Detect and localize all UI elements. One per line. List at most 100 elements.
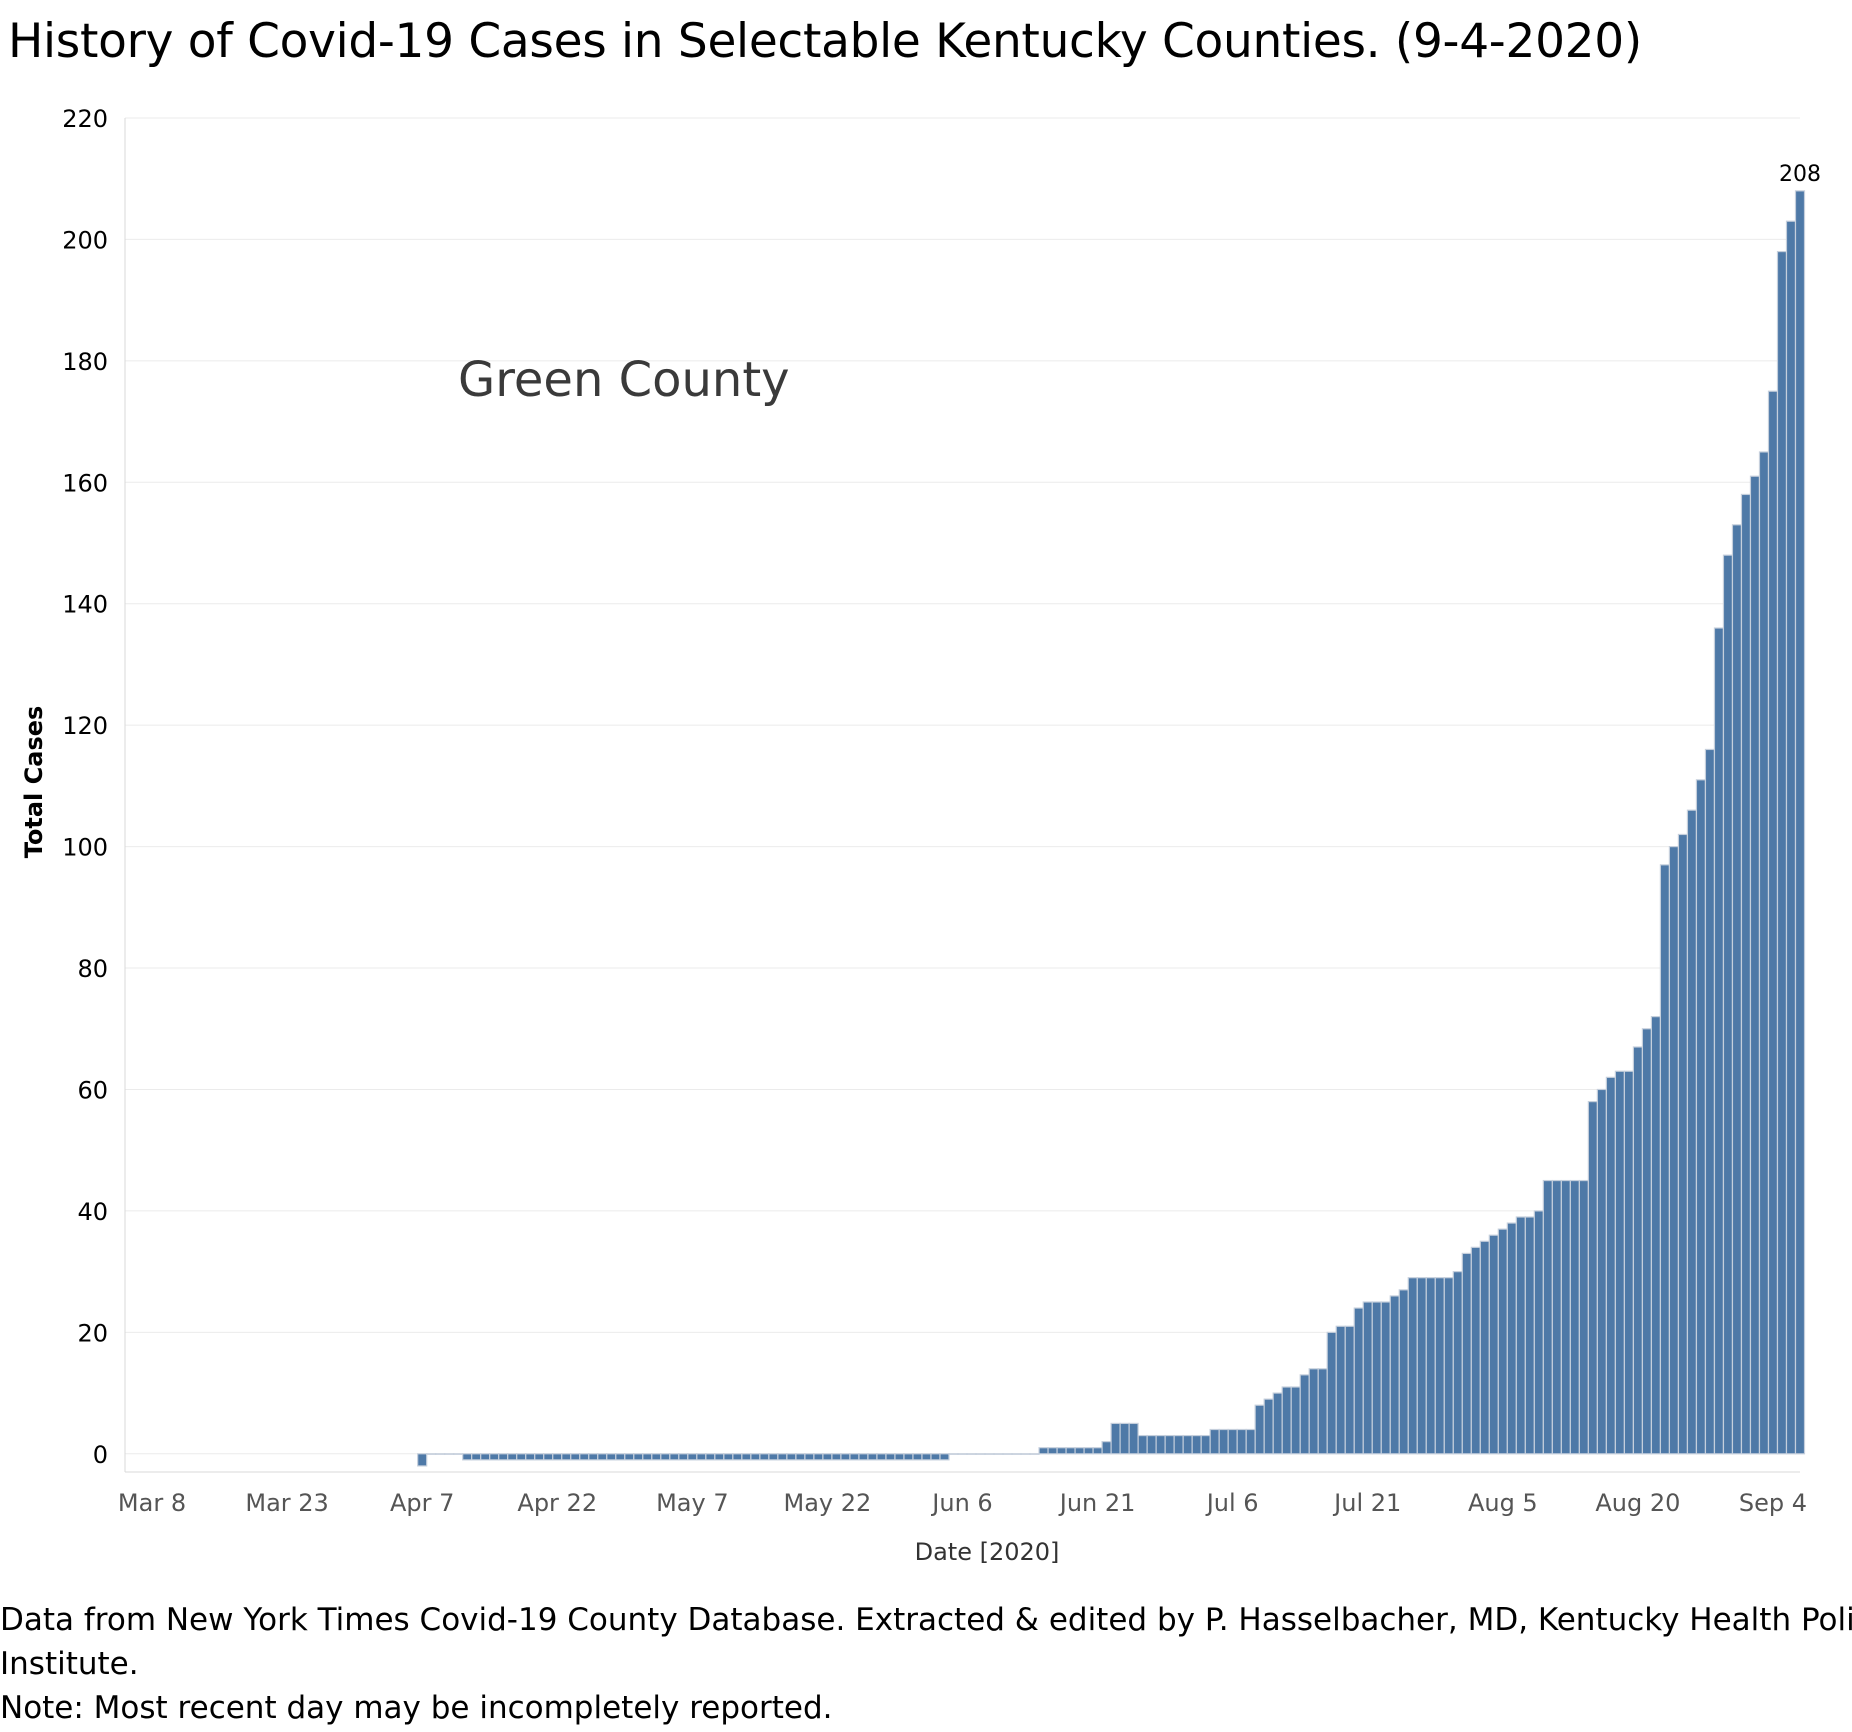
- bar: [750, 1453, 761, 1461]
- bar: [1146, 1434, 1157, 1455]
- bar: [1659, 864, 1671, 1455]
- bar: [1128, 1422, 1139, 1455]
- bar: [426, 1453, 437, 1455]
- bar: [948, 1453, 959, 1455]
- bar: [1533, 1210, 1544, 1455]
- bar: [1029, 1453, 1040, 1455]
- bar: [1245, 1428, 1256, 1455]
- bar: [759, 1453, 770, 1461]
- x-tick-label: Apr 22: [517, 1489, 597, 1517]
- bar: [579, 1453, 590, 1461]
- bar: [1749, 475, 1761, 1455]
- bar: [966, 1453, 977, 1455]
- bar: [1209, 1428, 1220, 1455]
- bar: [1218, 1428, 1229, 1455]
- bar: [876, 1453, 887, 1461]
- bar: [1443, 1277, 1454, 1455]
- bar: [1182, 1434, 1193, 1455]
- bar: [903, 1453, 914, 1461]
- bar: [1596, 1088, 1607, 1455]
- bar: [417, 1453, 428, 1467]
- bar: [615, 1453, 626, 1461]
- bar: [543, 1453, 554, 1461]
- bar: [804, 1453, 815, 1461]
- data-label-208: 208: [1779, 162, 1821, 187]
- bar: [849, 1453, 860, 1461]
- bar: [552, 1453, 563, 1461]
- bar: [471, 1453, 482, 1461]
- county-annotation: Green County: [458, 352, 790, 408]
- bar: [588, 1453, 599, 1461]
- x-tick-label: Aug 5: [1468, 1489, 1538, 1517]
- bar: [1776, 250, 1788, 1455]
- bar: [669, 1453, 680, 1461]
- bar: [894, 1453, 905, 1461]
- bar: [561, 1453, 572, 1461]
- bar: [1326, 1331, 1337, 1455]
- bar: [1515, 1216, 1526, 1455]
- bar: [1722, 554, 1734, 1455]
- bar: [1767, 390, 1779, 1455]
- chart-title: History of Covid-19 Cases in Selectable …: [8, 14, 1642, 69]
- bar: [831, 1453, 842, 1461]
- y-tick-labels: 0 20 40 60 80 100 120 140 160 180 200 220: [62, 105, 108, 1469]
- bar: [975, 1453, 986, 1455]
- bar: [606, 1453, 617, 1461]
- bar: [1191, 1434, 1202, 1455]
- bar: [741, 1453, 752, 1461]
- bar: [1479, 1240, 1490, 1455]
- bar: [768, 1453, 779, 1461]
- y-tick-label: 60: [77, 1076, 108, 1104]
- bar: [723, 1453, 734, 1461]
- bar: [1785, 220, 1797, 1455]
- footer-line-1: Data from New York Times Covid-19 County…: [0, 1602, 1852, 1638]
- bar: [732, 1453, 743, 1461]
- bar: [660, 1453, 671, 1461]
- bar: [705, 1453, 716, 1461]
- bar: [1065, 1447, 1076, 1455]
- bar: [1002, 1453, 1013, 1455]
- x-tick-label: Mar 8: [118, 1489, 186, 1517]
- y-tick-label: 140: [62, 591, 108, 619]
- y-tick-label: 0: [93, 1441, 108, 1469]
- bar: [858, 1453, 869, 1461]
- bar: [1398, 1289, 1409, 1455]
- bar: [813, 1453, 824, 1461]
- x-tick-label: Sep 4: [1739, 1489, 1807, 1517]
- bar: [1308, 1368, 1319, 1455]
- bar: [687, 1453, 698, 1461]
- bar: [633, 1453, 644, 1461]
- bar: [1524, 1216, 1535, 1455]
- bar: [1353, 1307, 1364, 1455]
- bar: [1497, 1228, 1508, 1455]
- bar: [921, 1453, 932, 1461]
- bar: [1119, 1422, 1130, 1455]
- y-axis-label: Total Cases: [20, 706, 48, 859]
- y-tick-label: 200: [62, 226, 108, 254]
- bar: [1650, 1016, 1662, 1455]
- bar: [1110, 1422, 1121, 1455]
- bar: [1740, 493, 1752, 1455]
- bar: [1731, 524, 1743, 1455]
- bar: [1236, 1428, 1247, 1455]
- bar: [651, 1453, 662, 1461]
- bar: [498, 1453, 509, 1461]
- bar: [1605, 1076, 1616, 1455]
- bar: [1758, 451, 1770, 1455]
- x-tick-label: Jul 21: [1332, 1489, 1401, 1517]
- bar: [1101, 1441, 1112, 1455]
- bar: [480, 1453, 491, 1461]
- bar: [1425, 1277, 1436, 1455]
- y-tick-label: 40: [77, 1198, 108, 1226]
- bars: [417, 190, 1806, 1467]
- bar: [993, 1453, 1004, 1455]
- bar: [1299, 1374, 1310, 1455]
- x-tick-labels: Mar 8 Mar 23 Apr 7 Apr 22 May 7 May 22 Jun 6 Ju…: [118, 1489, 1807, 1517]
- bar: [696, 1453, 707, 1461]
- bar: [1092, 1447, 1103, 1455]
- bar: [1011, 1453, 1022, 1455]
- y-tick-label: 100: [62, 834, 108, 862]
- bar: [597, 1453, 608, 1461]
- x-tick-label: May 7: [656, 1489, 729, 1517]
